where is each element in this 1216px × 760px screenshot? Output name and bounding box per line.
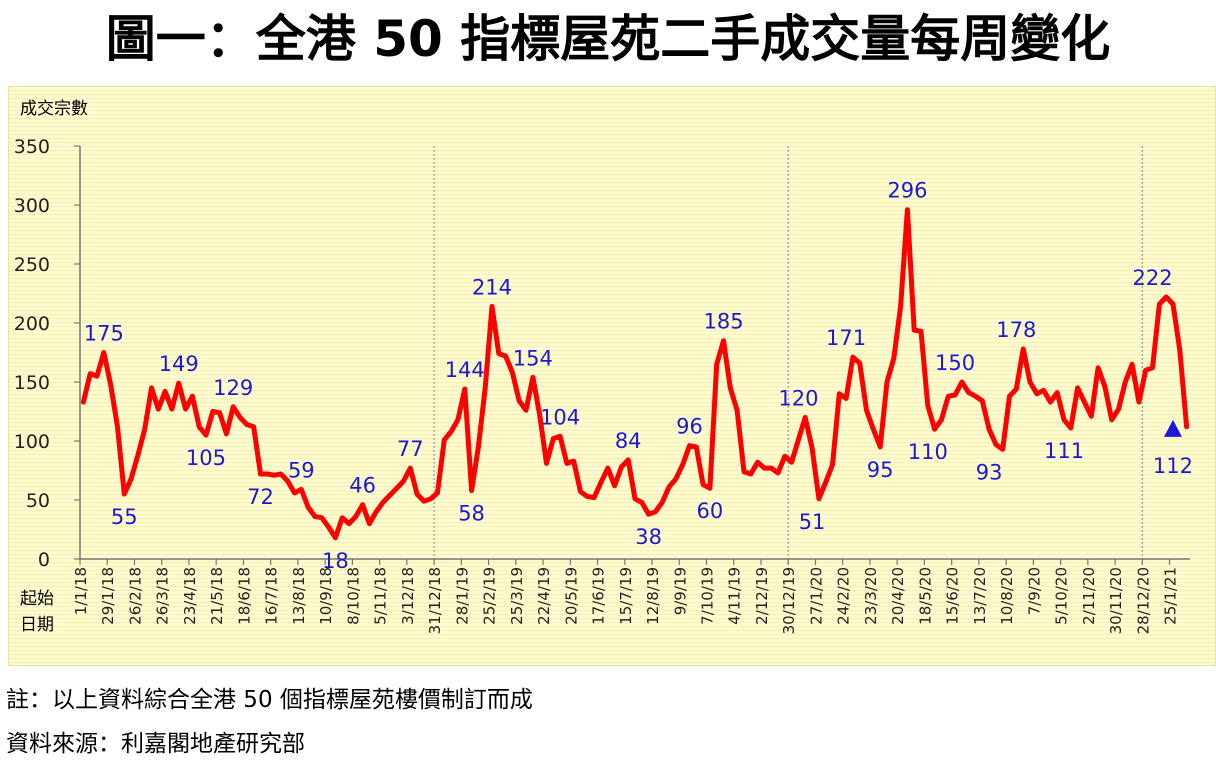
data-label-129: 129: [213, 376, 253, 400]
axes: [79, 146, 1190, 560]
y-tick-label-0: 0: [38, 549, 50, 571]
y-tick-label-250: 250: [14, 254, 50, 276]
x-tick-label-8: 13/8/18: [290, 567, 308, 625]
data-label-60: 60: [697, 499, 724, 523]
x-tick-label-14: 28/1/19: [453, 567, 471, 625]
x-tick-label-23: 7/10/19: [699, 567, 717, 625]
data-label-296: 296: [887, 179, 927, 203]
x-tick-label-15: 25/2/19: [481, 567, 499, 625]
x-tick-group: 1/1/18 29/1/18 26/2/18 26/3/18 23/4/18 21/5/1…: [72, 559, 1180, 634]
data-label-154: 154: [513, 346, 553, 370]
x-tick-label-27: 27/1/20: [807, 567, 825, 625]
x-tick-label-12: 3/12/18: [399, 567, 417, 625]
x-tick-label-19: 17/6/19: [590, 567, 608, 625]
x-tick-label-28: 24/2/20: [835, 567, 853, 625]
x-tick-label-10: 8/10/18: [344, 567, 362, 625]
x-tick-label-0: 1/1/18: [72, 567, 90, 615]
data-label-59: 59: [288, 458, 315, 482]
x-tick-label-16: 25/3/19: [508, 567, 526, 625]
data-label-222: 222: [1132, 266, 1172, 290]
data-label-105: 105: [186, 446, 226, 470]
x-tick-label-6: 18/6/18: [235, 567, 253, 625]
x-tick-label-30: 20/4/20: [889, 567, 907, 625]
x-tick-label-2: 26/2/18: [126, 567, 144, 625]
data-label-96: 96: [676, 415, 703, 439]
x-axis-title-line1: 起始: [20, 589, 54, 609]
data-label-55: 55: [111, 505, 138, 529]
data-label-149: 149: [159, 352, 199, 376]
x-tick-label-22: 9/9/19: [671, 567, 689, 615]
source-note: 資料來源：利嘉閣地產研究部: [6, 731, 305, 757]
x-tick-label-40: 25/1/21: [1162, 567, 1180, 625]
x-tick-label-1: 29/1/18: [99, 567, 117, 625]
x-tick-label-31: 18/5/20: [916, 567, 934, 625]
data-label-110: 110: [908, 440, 948, 464]
x-tick-label-34: 10/8/20: [998, 567, 1016, 625]
y-tick-label-100: 100: [14, 431, 50, 453]
x-tick-label-37: 2/11/20: [1080, 567, 1098, 625]
x-tick-label-4: 23/4/18: [181, 567, 199, 625]
y-tick-label-350: 350: [14, 136, 50, 158]
data-label-144: 144: [445, 358, 485, 382]
y-tick-label-200: 200: [14, 313, 50, 335]
data-label-171: 171: [826, 326, 866, 350]
last-point-marker: [1163, 419, 1182, 437]
data-label-104: 104: [540, 405, 580, 429]
footnote: 註：以上資料綜合全港 50 個指標屋苑樓價制訂而成: [6, 687, 533, 713]
chart-panel: [8, 86, 1216, 666]
x-tick-label-32: 15/6/20: [944, 567, 962, 625]
x-tick-label-35: 7/9/20: [1025, 567, 1043, 615]
y-tick-label-150: 150: [14, 372, 50, 394]
data-label-58: 58: [458, 502, 485, 526]
data-label-38: 38: [635, 525, 662, 549]
x-tick-label-25: 2/12/19: [753, 567, 771, 625]
x-tick-label-11: 5/11/18: [372, 567, 390, 625]
data-label-77: 77: [397, 437, 424, 461]
x-tick-label-39: 28/12/20: [1134, 567, 1152, 634]
x-tick-label-7: 16/7/18: [263, 567, 281, 625]
x-tick-label-13: 31/12/18: [426, 567, 444, 634]
data-label-95: 95: [867, 458, 894, 482]
data-label-175: 175: [84, 322, 124, 346]
chart-title: 圖一：全港 50 指標屋苑二手成交量每周變化: [105, 10, 1111, 68]
x-tick-label-20: 15/7/19: [617, 567, 635, 625]
x-tick-label-17: 22/4/19: [535, 567, 553, 625]
data-label-group: 175 55 149 105 129 72 59 18 46 77 144 58 214 154 104 84…: [84, 179, 1193, 573]
x-tick-label-26: 30/12/19: [780, 567, 798, 634]
data-label-120: 120: [778, 386, 818, 410]
data-label-51: 51: [799, 510, 826, 534]
data-label-111: 111: [1044, 439, 1084, 463]
y-tick-label-300: 300: [14, 195, 50, 217]
data-label-185: 185: [703, 310, 743, 334]
data-label-93: 93: [976, 460, 1003, 484]
x-tick-label-5: 21/5/18: [208, 567, 226, 625]
x-tick-label-29: 23/3/20: [862, 567, 880, 625]
data-label-84: 84: [615, 429, 642, 453]
y-tick-group: 0 50 100 150 200 250 300 350: [14, 136, 80, 571]
data-label-72: 72: [247, 485, 274, 509]
y-axis-title: 成交宗數: [20, 99, 88, 119]
data-label-112: 112: [1153, 454, 1193, 478]
x-tick-label-24: 4/11/19: [726, 567, 744, 625]
data-label-178: 178: [996, 318, 1036, 342]
series-line-volume: [80, 207, 1190, 541]
x-tick-label-9: 10/9/18: [317, 567, 335, 625]
data-label-214: 214: [472, 275, 512, 299]
x-tick-label-3: 26/3/18: [154, 567, 172, 625]
x-tick-label-33: 13/7/20: [971, 567, 989, 625]
x-tick-label-36: 5/10/20: [1053, 567, 1071, 625]
x-tick-label-18: 20/5/19: [562, 567, 580, 625]
data-label-46: 46: [349, 474, 376, 498]
data-label-18: 18: [322, 549, 349, 573]
data-label-150: 150: [935, 351, 975, 375]
y-tick-label-50: 50: [26, 490, 50, 512]
x-tick-label-38: 30/11/20: [1107, 567, 1125, 634]
x-axis-title-line2: 日期: [20, 615, 54, 635]
x-tick-label-21: 12/8/19: [644, 567, 662, 625]
